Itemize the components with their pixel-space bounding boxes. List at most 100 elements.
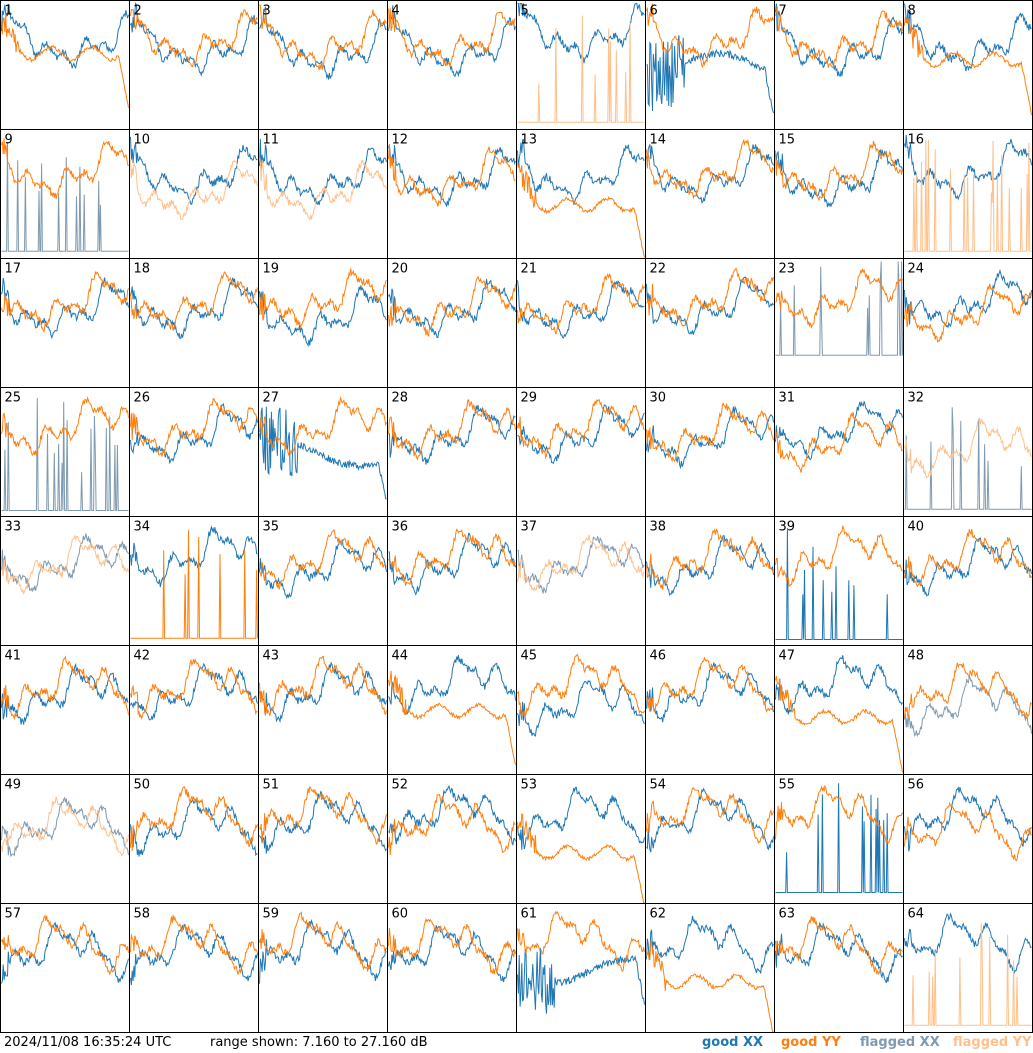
series-xx-38 [646,535,774,597]
antenna-panel-18: 18 [129,258,259,388]
panel-frame [258,516,388,646]
antenna-panel-31: 31 [774,387,904,517]
series-xx-45 [517,679,645,737]
antenna-panel-60: 60 [387,903,517,1033]
series-xx-2 [130,1,258,77]
series-xx-6 [646,35,774,114]
antenna-panel-63: 63 [774,903,904,1033]
panel-label-24: 24 [908,262,925,277]
antenna-panel-35: 35 [258,516,388,646]
antenna-panel-39: 39 [774,516,904,646]
series-yy-29 [517,398,645,460]
series-yy-30 [646,402,774,463]
series-yy-54 [646,787,774,845]
antenna-panel-52: 52 [387,774,517,904]
panel-label-28: 28 [392,391,409,406]
series-yy-58 [130,914,258,975]
antenna-panel-61: 61 [516,903,646,1033]
panel-label-13: 13 [521,133,538,148]
series-xx-62 [646,915,774,974]
panel-frame [129,129,259,259]
legend-flagged-xx: flagged XX [860,1035,940,1050]
antenna-panel-57: 57 [0,903,130,1033]
panel-label-37: 37 [521,520,538,535]
panel-label-53: 53 [521,778,538,793]
panel-frame [258,0,388,130]
series-xx-11 [259,139,387,206]
antenna-panel-22: 22 [645,258,775,388]
antenna-panel-6: 6 [645,0,775,130]
antenna-panel-3: 3 [258,0,388,130]
panel-label-44: 44 [392,649,409,664]
series-yy-49 [1,796,129,857]
panel-frame [903,774,1033,904]
series-yy-13 [517,163,645,258]
series-yy-16 [904,139,1032,252]
panel-frame [0,0,130,130]
series-yy-24 [904,283,1032,344]
antenna-panel-30: 30 [645,387,775,517]
antenna-panel-11: 11 [258,129,388,259]
series-xx-12 [388,144,516,208]
panel-label-3: 3 [263,4,271,19]
series-xx-41 [1,662,129,725]
series-yy-45 [517,653,645,718]
series-yy-57 [1,914,129,976]
series-yy-26 [130,397,258,457]
panel-label-62: 62 [650,907,667,922]
antenna-panel-38: 38 [645,516,775,646]
series-yy-34 [130,530,258,639]
panel-frame [516,387,646,517]
panel-label-29: 29 [521,391,538,406]
panel-label-34: 34 [134,520,151,535]
series-yy-7 [775,6,903,69]
panel-frame [903,258,1033,388]
series-yy-17 [1,270,129,333]
series-yy-41 [1,655,129,721]
antenna-panel-43: 43 [258,645,388,775]
panel-label-32: 32 [908,391,925,406]
panel-frame [387,774,517,904]
panel-frame [129,387,259,517]
panel-label-1: 1 [5,4,13,19]
panel-label-42: 42 [134,649,151,664]
series-xx-49 [1,796,129,858]
series-yy-35 [259,529,387,590]
series-yy-15 [775,140,903,202]
panel-label-49: 49 [5,778,22,793]
antenna-panel-54: 54 [645,774,775,904]
antenna-panel-49: 49 [0,774,130,904]
antenna-panel-56: 56 [903,774,1033,904]
antenna-panel-1: 1 [0,0,130,130]
panel-label-8: 8 [908,4,916,19]
series-xx-34 [130,525,258,588]
antenna-panel-9: 9 [0,129,130,259]
panel-frame [645,258,775,388]
panel-label-22: 22 [650,262,667,277]
antenna-panel-42: 42 [129,645,259,775]
series-yy-63 [775,916,903,975]
antenna-panel-28: 28 [387,387,517,517]
panel-label-20: 20 [392,262,409,277]
panel-label-19: 19 [263,262,280,277]
series-xx-58 [130,923,258,986]
panel-label-58: 58 [134,907,151,922]
timestamp: 2024/11/08 16:35:24 UTC [4,1035,172,1050]
series-yy-52 [388,793,516,856]
series-xx-36 [388,532,516,596]
antenna-panel-14: 14 [645,129,775,259]
series-yy-32 [904,417,1032,478]
panel-frame [258,774,388,904]
series-xx-55 [775,783,903,893]
antenna-panel-29: 29 [516,387,646,517]
legend-good-yy: good YY [781,1035,841,1050]
series-yy-27 [259,395,387,456]
series-xx-33 [1,533,129,593]
series-xx-46 [646,662,774,723]
series-yy-25 [1,396,129,457]
panel-frame [387,0,517,130]
panel-frame [129,0,259,130]
panel-frame [516,903,646,1033]
series-yy-60 [388,917,516,975]
panel-frame [645,903,775,1033]
